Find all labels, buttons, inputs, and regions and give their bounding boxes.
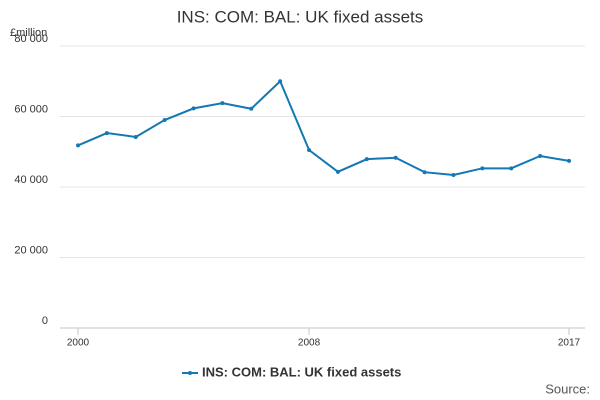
- x-tick-label: 2000: [67, 338, 90, 349]
- chart-title: INS: COM: BAL: UK fixed assets: [177, 7, 424, 26]
- data-point: [249, 106, 254, 111]
- data-point: [162, 118, 167, 123]
- y-tick-label: 0: [42, 315, 48, 327]
- y-tick-label: 40 000: [14, 174, 48, 186]
- y-tick-label: 20 000: [14, 244, 48, 256]
- data-point: [335, 169, 340, 174]
- data-point: [220, 101, 225, 106]
- data-point: [364, 157, 369, 162]
- data-point: [307, 147, 312, 152]
- x-tick-label: 2008: [298, 338, 321, 349]
- data-point: [480, 166, 485, 171]
- x-tick-label: 2017: [558, 338, 581, 349]
- source-label: Source:: [545, 381, 590, 396]
- data-point: [451, 173, 456, 178]
- legend-swatch-dot: [188, 371, 192, 375]
- data-point: [133, 134, 138, 139]
- y-tick-label: 60 000: [14, 103, 48, 115]
- data-point: [567, 158, 571, 163]
- y-tick-label: 80 000: [14, 33, 48, 45]
- data-point: [76, 143, 80, 148]
- data-point: [509, 166, 514, 171]
- data-line: [77, 79, 570, 177]
- data-point: [538, 153, 543, 158]
- data-point: [104, 131, 109, 136]
- data-point: [278, 79, 283, 84]
- legend-label: INS: COM: BAL: UK fixed assets: [202, 364, 401, 379]
- data-point: [191, 106, 196, 111]
- data-point: [422, 170, 427, 175]
- y-unit-label: £million: [10, 27, 47, 39]
- data-point: [393, 155, 398, 160]
